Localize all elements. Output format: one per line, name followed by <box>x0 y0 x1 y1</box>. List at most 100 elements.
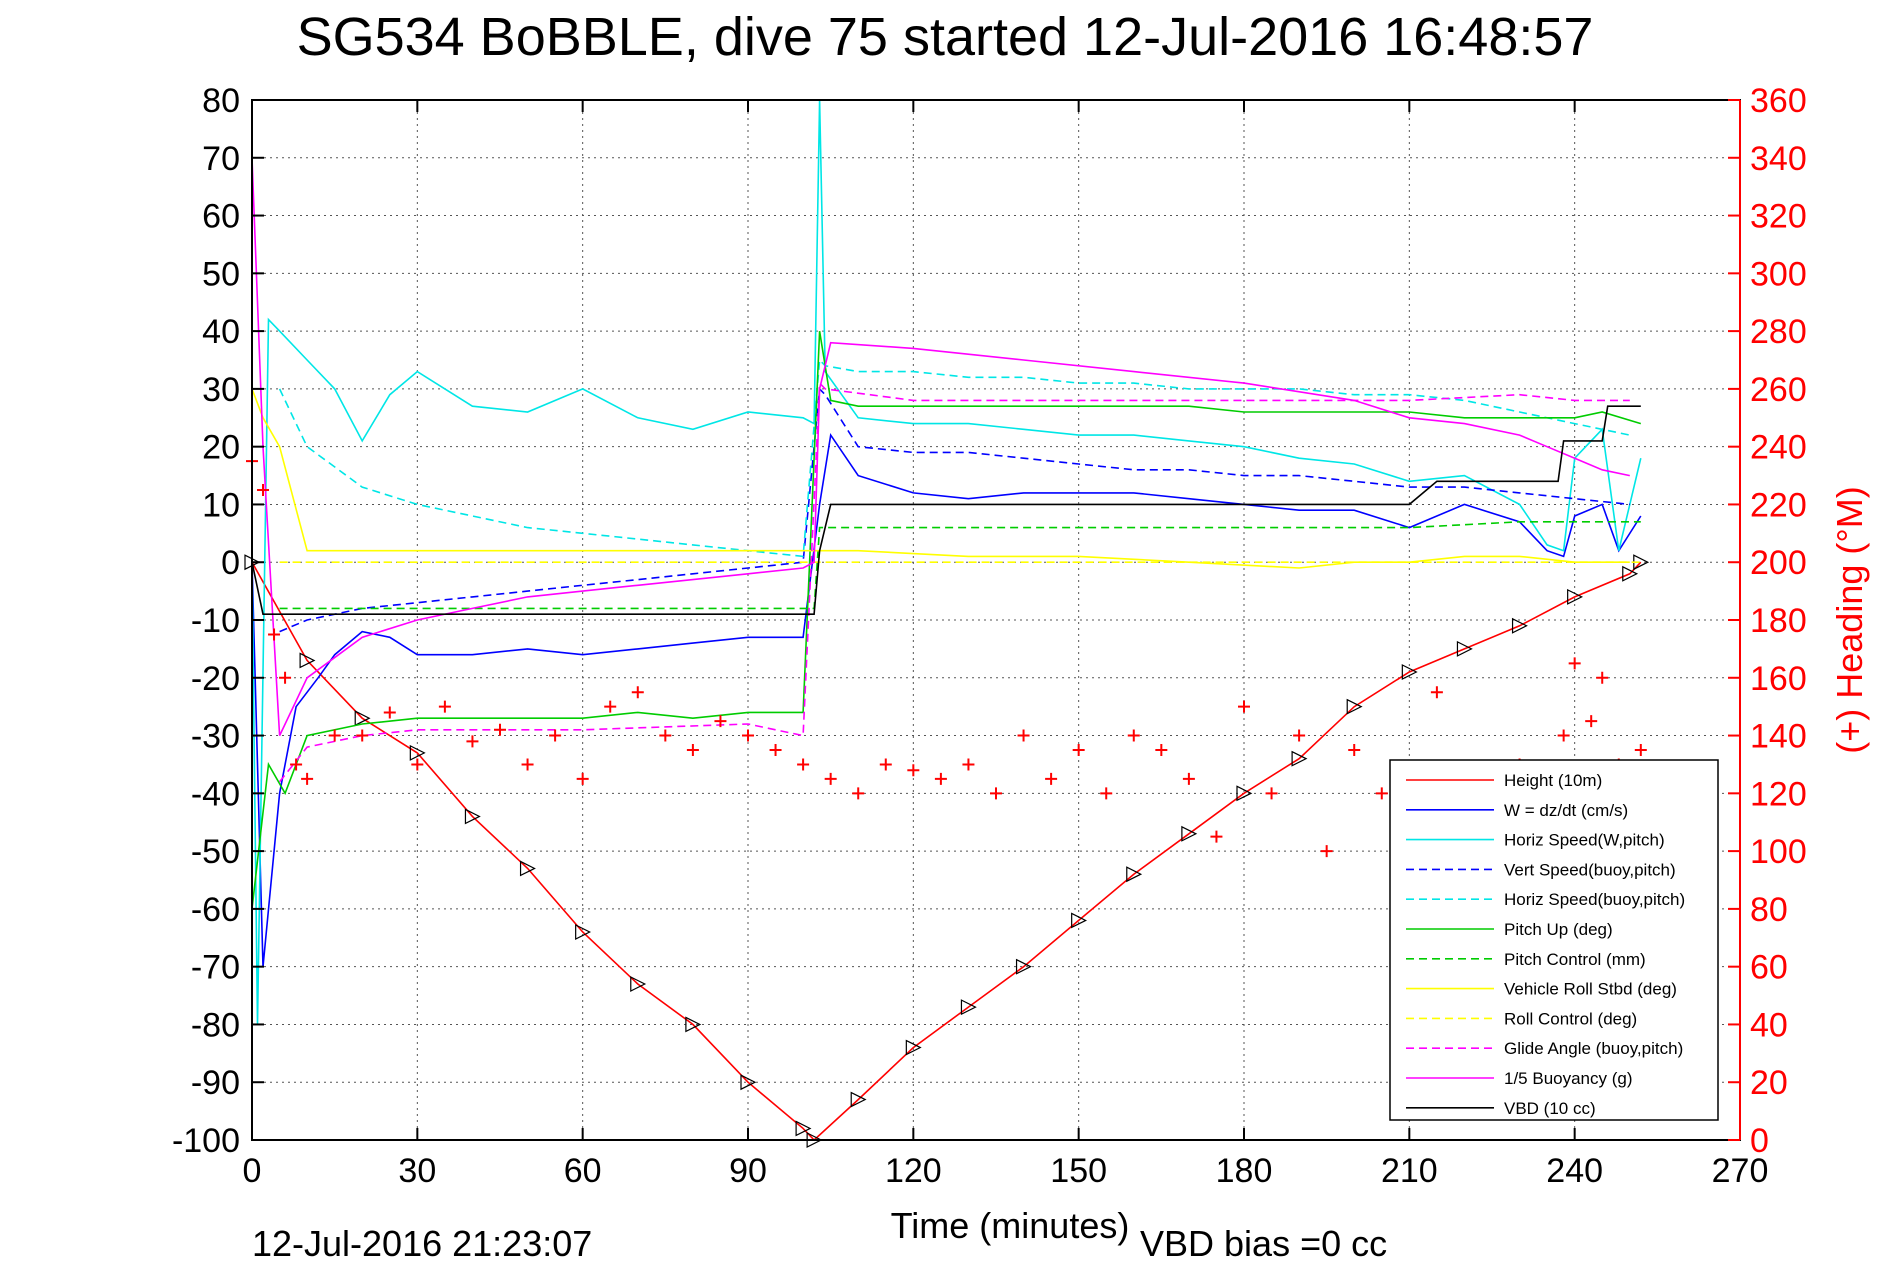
y2-tick-label: 20 <box>1750 1064 1788 1102</box>
heading-point <box>383 706 396 719</box>
y-tick-label: 60 <box>202 198 240 236</box>
y2-tick-label: 240 <box>1750 429 1807 467</box>
x-tick-label: 210 <box>1381 1152 1438 1190</box>
heading-point <box>1557 729 1570 742</box>
y2-tick-label: 180 <box>1750 602 1807 640</box>
height-marker <box>575 924 592 940</box>
heading-point <box>279 671 292 684</box>
heading-point <box>659 729 672 742</box>
y-tick-label: -70 <box>191 949 240 987</box>
series-0 <box>244 554 1650 1148</box>
heading-point <box>328 729 341 742</box>
height-marker <box>795 1120 812 1137</box>
footer-vbd-bias: VBD bias =0 cc <box>1140 1223 1387 1262</box>
heading-point <box>1045 772 1058 785</box>
series-11 <box>251 405 1641 616</box>
y-tick-label: -80 <box>191 1006 240 1044</box>
heading-point <box>257 484 270 496</box>
heading-point <box>438 700 451 713</box>
height-marker <box>409 744 426 761</box>
legend-entry: W = dz/dt (cm/s) <box>1504 801 1628 820</box>
grid-layer <box>252 100 1740 1140</box>
y2-tick-label: 200 <box>1750 544 1807 582</box>
x-tick-label: 0 <box>243 1152 262 1190</box>
y2-tick-label: 360 <box>1750 82 1807 120</box>
series-line <box>251 330 1642 909</box>
legend-entry: VBD (10 cc) <box>1504 1099 1596 1118</box>
height-marker <box>1291 750 1308 767</box>
x-tick-label: 30 <box>398 1152 436 1190</box>
heading-point <box>1585 715 1598 728</box>
heading-point <box>990 787 1002 800</box>
series-line <box>251 157 1630 736</box>
height-marker <box>905 1039 922 1056</box>
y2-tick-label: 140 <box>1750 718 1807 756</box>
heading-point <box>1072 744 1085 756</box>
chart-title: SG534 BoBBLE, dive 75 started 12-Jul-201… <box>297 7 1594 67</box>
series-line <box>251 99 1642 1025</box>
y2-tick-label: 80 <box>1750 891 1788 929</box>
y-tick-label: 40 <box>202 313 240 351</box>
x-tick-label: 270 <box>1712 1152 1769 1190</box>
legend-entry: Roll Control (deg) <box>1504 1009 1637 1028</box>
series-4 <box>278 358 1630 558</box>
height-marker <box>299 652 316 669</box>
y2-tick-label: 280 <box>1750 313 1807 351</box>
height-marker <box>1567 588 1584 605</box>
y2-tick-label: 100 <box>1750 833 1807 871</box>
legend-entry: Horiz Speed(buoy,pitch) <box>1504 890 1685 909</box>
heading-point <box>1568 657 1581 670</box>
heading-point <box>1100 787 1113 800</box>
heading-point <box>797 758 810 771</box>
height-marker <box>1456 640 1473 657</box>
height-marker <box>1236 785 1253 802</box>
y-tick-label: -30 <box>191 718 240 756</box>
heading-point <box>1634 744 1647 756</box>
height-marker <box>740 1074 757 1091</box>
series-7 <box>251 388 1630 569</box>
heading-point <box>1348 744 1361 756</box>
height-marker <box>1511 617 1528 634</box>
y-tick-label: 0 <box>221 544 240 582</box>
heading-point <box>1182 772 1195 785</box>
y-tick-label: -50 <box>191 833 240 871</box>
series-line <box>278 381 1630 783</box>
series-6 <box>279 520 1641 610</box>
series-line <box>278 358 1630 558</box>
y2-tick-label: 340 <box>1750 140 1807 178</box>
y-tick-label: 10 <box>202 486 240 524</box>
y2-tick-label: 220 <box>1750 486 1807 524</box>
heading-point <box>1596 671 1609 684</box>
y-tick-label: -20 <box>191 660 240 698</box>
heading-point <box>1127 729 1140 742</box>
legend-entry: Vehicle Roll Stbd (deg) <box>1504 980 1677 999</box>
height-marker <box>1126 866 1143 883</box>
x-tick-label: 150 <box>1050 1152 1107 1190</box>
series-2 <box>251 99 1642 1025</box>
height-marker <box>354 710 371 727</box>
heading-point <box>714 715 727 728</box>
y-tick-label: -40 <box>191 775 240 813</box>
heading-point <box>1017 729 1030 742</box>
heading-point <box>1430 686 1443 699</box>
series-10 <box>251 157 1630 736</box>
heading-point <box>852 787 865 800</box>
y-tick-label: 30 <box>202 371 240 409</box>
y2-tick-label: 120 <box>1750 775 1807 813</box>
y2-tick-label: 300 <box>1750 255 1807 293</box>
right-axis-label: (+) Heading (°M) <box>1829 486 1870 753</box>
y2-tick-label: 260 <box>1750 371 1807 409</box>
y2-tick-label: 0 <box>1750 1122 1769 1160</box>
heading-point <box>356 729 369 742</box>
height-marker <box>630 976 647 992</box>
y-tick-label: -10 <box>191 602 240 640</box>
height-marker <box>1015 958 1032 975</box>
series-5 <box>251 330 1642 909</box>
heading-point <box>962 758 975 771</box>
heading-point <box>1210 830 1223 843</box>
heading-point <box>604 700 617 713</box>
heading-point <box>1155 744 1168 756</box>
heading-point <box>576 772 589 785</box>
heading-point <box>290 758 303 771</box>
